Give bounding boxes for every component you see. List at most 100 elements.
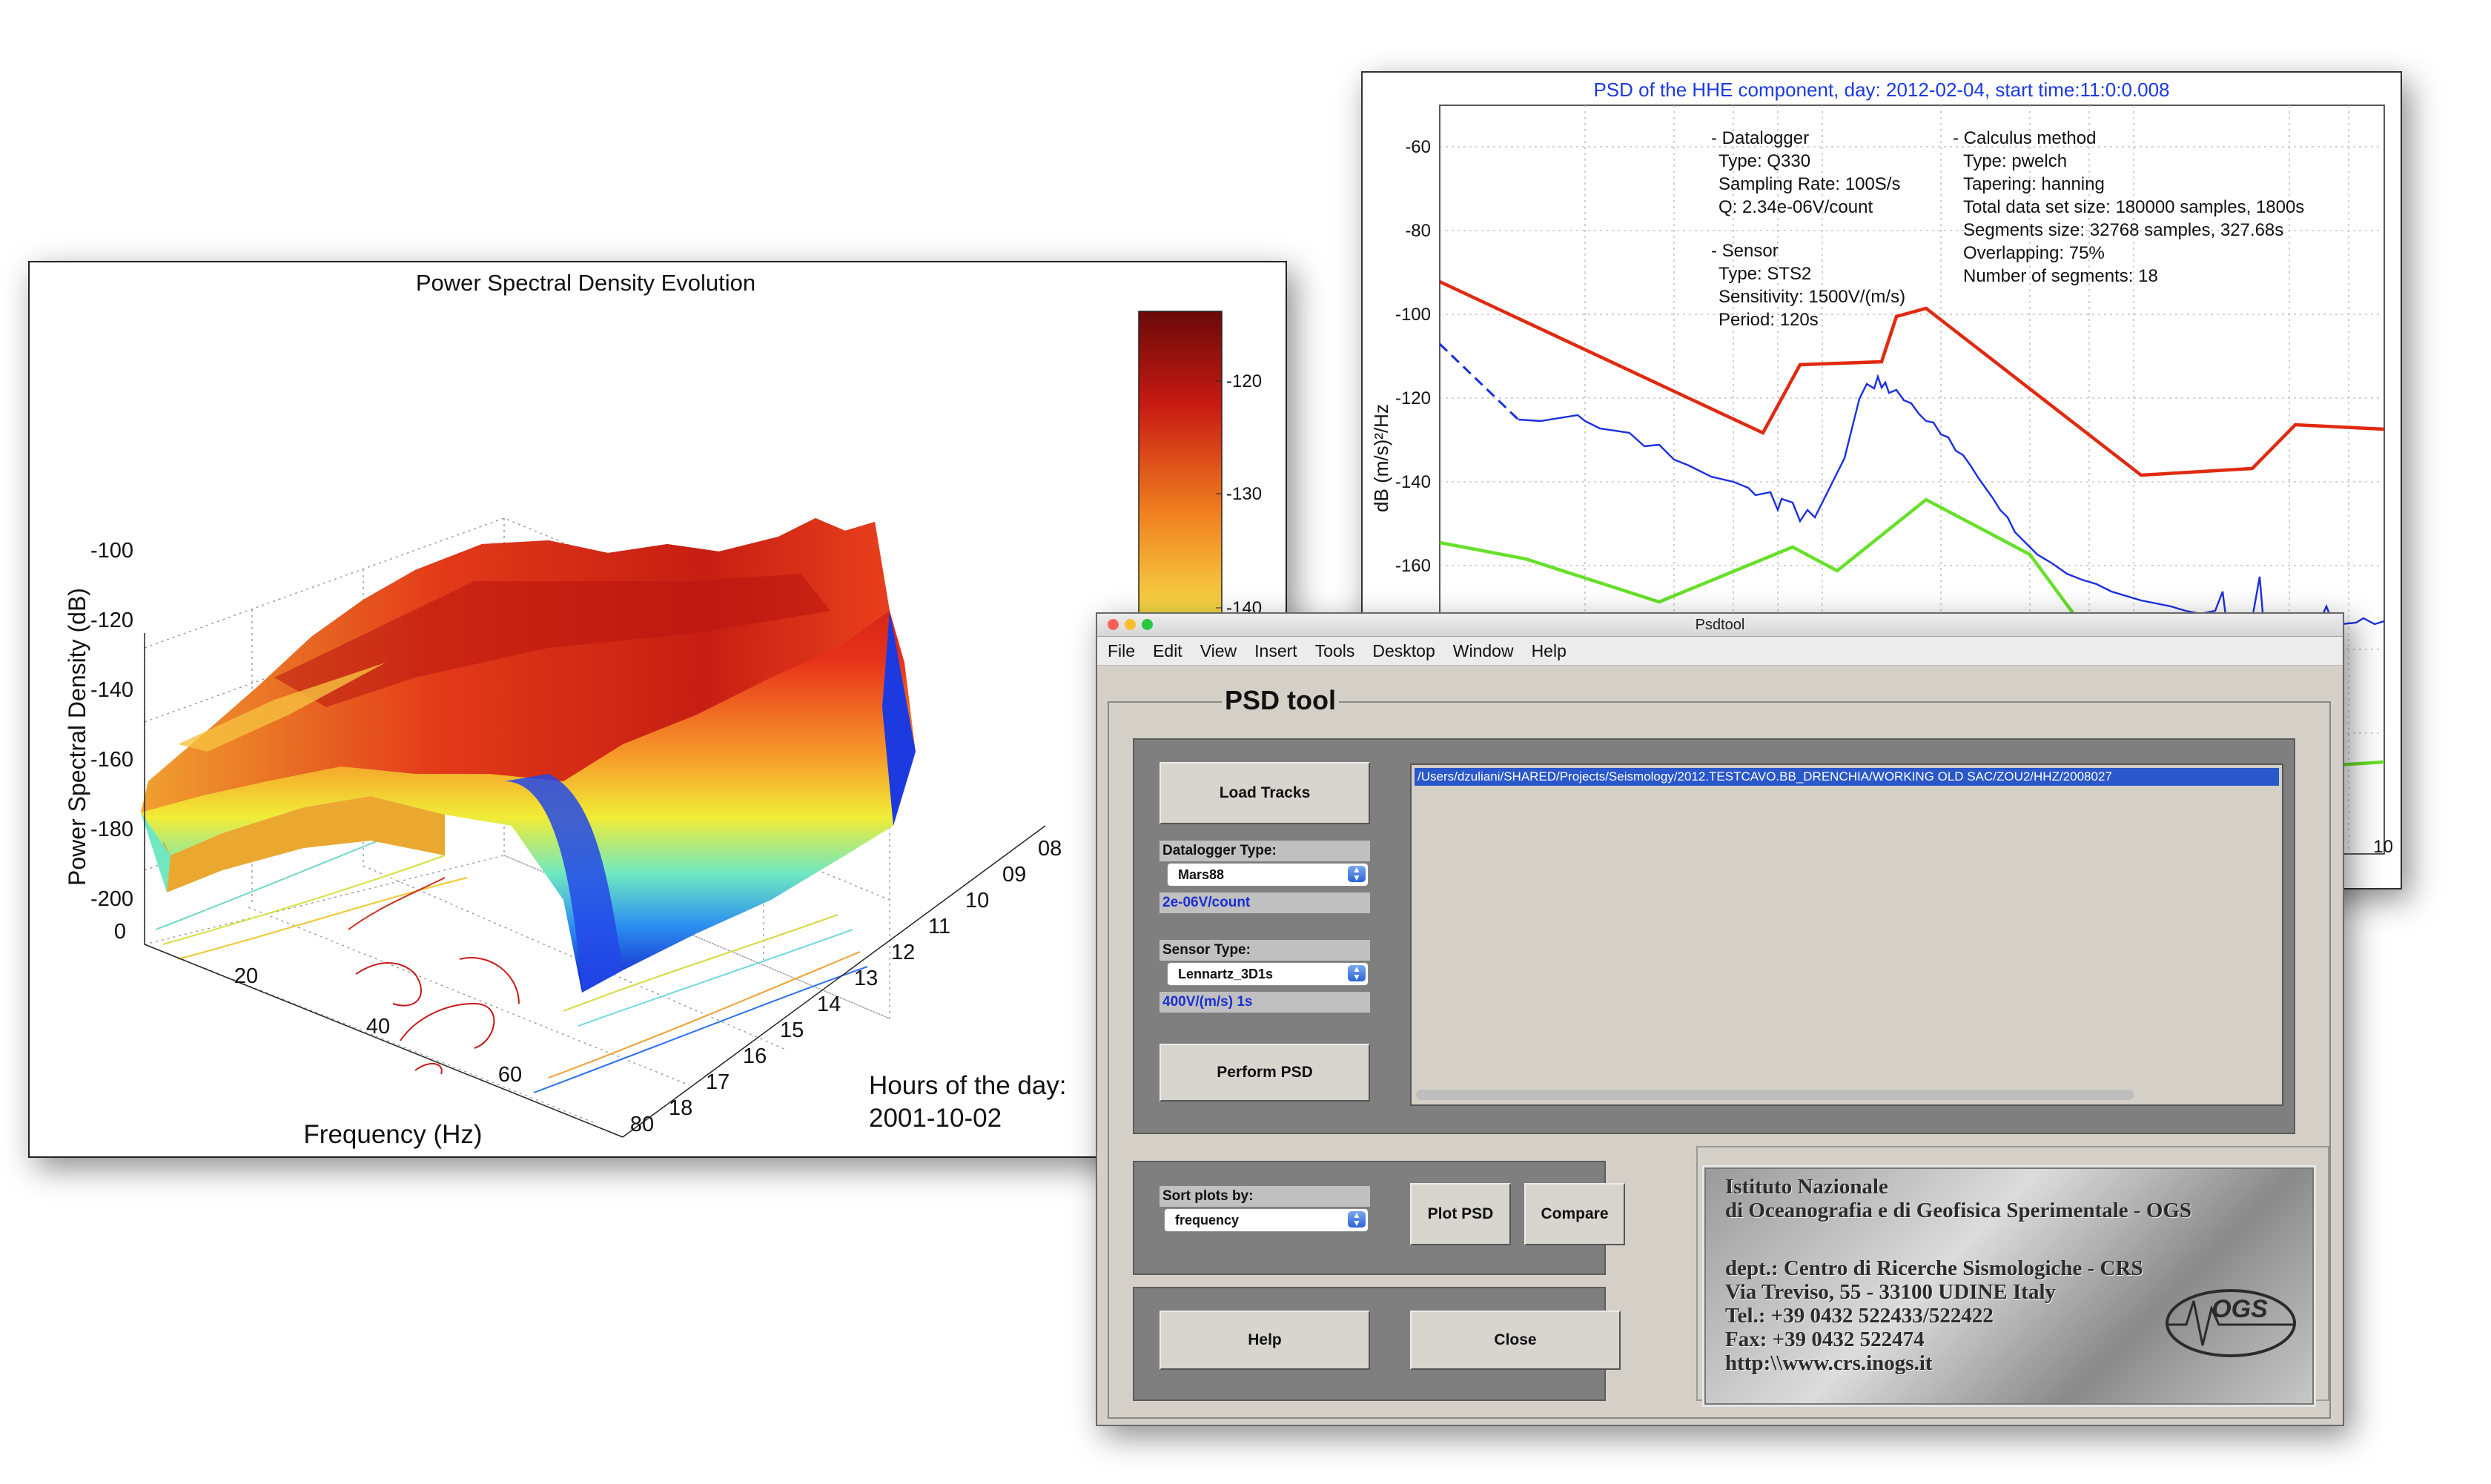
ogs-institute-logo: Istituto Nazionale di Oceanografia e di … — [1702, 1165, 2316, 1407]
menu-help[interactable]: Help — [1531, 640, 1567, 660]
hour-tick: 16 — [743, 1044, 767, 1068]
psd-title: PSD of the HHE component, day: 2012-02-0… — [1593, 79, 2169, 101]
annotation-line: - Sensor — [1711, 241, 1779, 261]
psd-evolution-surface-plot: Power Spectral Density Evolution — [64, 270, 1262, 1149]
annotation-line: Total data set size: 180000 samples, 180… — [1963, 197, 2304, 217]
hour-tick: 13 — [854, 967, 878, 990]
logo-line: http:\\www.crs.inogs.it — [1725, 1351, 1933, 1375]
freq-tick: 20 — [234, 964, 258, 988]
actions-panel: Help Close — [1133, 1287, 1621, 1401]
colorbar — [1138, 311, 1223, 623]
datalogger-type-value: Mars88 — [1178, 867, 1225, 882]
tracks-panel: Load Tracks Datalogger Type: Mars88 ▲ ▼ 2… — [1133, 738, 2295, 1134]
freq-tick: 0 — [114, 920, 126, 944]
psd-x-tick: 10 — [2373, 837, 2393, 857]
colorbar-tick: -120 — [1226, 371, 1262, 391]
psd-evolution-figure: Power Spectral Density Evolution — [28, 261, 1287, 1158]
colorbar-ticks: -120 -130 -140 — [1216, 371, 1262, 618]
psd-annotation-datalogger: - Datalogger Type: Q330 Sampling Rate: 1… — [1711, 128, 1900, 217]
annotation-line: Sampling Rate: 100S/s — [1718, 174, 1900, 194]
logo-line: Istituto Nazionale — [1725, 1175, 1888, 1199]
help-button[interactable]: Help — [1160, 1311, 1370, 1370]
menu-desktop[interactable]: Desktop — [1372, 640, 1435, 660]
colorbar-tick: -130 — [1226, 484, 1262, 504]
zoom-window-dot[interactable] — [1142, 619, 1153, 630]
annotation-line: Type: Q330 — [1718, 151, 1810, 171]
surface-floor-contours — [155, 825, 868, 1093]
psd-surface — [141, 518, 916, 993]
psd-tool-frame-title: PSD tool — [1222, 685, 1339, 716]
logo-line: di Oceanografia e di Geofisica Speriment… — [1725, 1199, 2192, 1222]
hour-tick: 11 — [928, 915, 950, 938]
surface-freq-ticks: 0 20 40 60 80 — [114, 920, 654, 1136]
psd-y-tick: -140 — [1395, 472, 1431, 492]
psd-annotation-calculus: - Calculus method Type: pwelch Tapering:… — [1953, 128, 2304, 286]
hour-tick: 15 — [780, 1018, 804, 1042]
psd-y-ticks: -60 -80 -100 -120 -140 -160 — [1395, 137, 1431, 576]
sort-plots-label: Sort plots by: — [1160, 1186, 1370, 1207]
logo-line: Tel.: +39 0432 522433/522422 — [1725, 1304, 1994, 1328]
annotation-line: Type: pwelch — [1963, 151, 2067, 171]
hour-tick: 08 — [1038, 837, 1062, 861]
sort-plots-select[interactable]: frequency ▲ ▼ — [1164, 1208, 1369, 1232]
psd-y-tick: -100 — [1395, 305, 1431, 325]
z-tick: -200 — [90, 887, 133, 911]
annotation-line: Sensitivity: 1500V/(m/s) — [1718, 287, 1905, 307]
hour-tick: 12 — [891, 941, 915, 964]
chevron-updown-icon: ▲ ▼ — [1348, 964, 1366, 981]
psdtool-titlebar: Psdtool — [1097, 614, 2343, 637]
hour-tick: 10 — [965, 889, 989, 912]
psd-y-tick: -120 — [1395, 388, 1431, 408]
psd-y-tick: -60 — [1405, 137, 1431, 157]
hour-tick: 18 — [669, 1096, 692, 1120]
minimize-window-dot[interactable] — [1125, 619, 1136, 630]
tracks-listbox[interactable]: /Users/dzuliani/SHARED/Projects/Seismolo… — [1410, 763, 2283, 1106]
chevron-updown-icon: ▲ ▼ — [1348, 1210, 1366, 1228]
hour-tick: 09 — [1002, 863, 1026, 887]
psdtool-window: Psdtool File Edit View Insert Tools Desk… — [1096, 612, 2344, 1426]
close-window-dot[interactable] — [1108, 619, 1119, 630]
surface-title: Power Spectral Density Evolution — [416, 270, 755, 296]
z-tick: -180 — [90, 818, 133, 841]
date-label: 2001-10-02 — [869, 1104, 1002, 1133]
compare-button[interactable]: Compare — [1524, 1183, 1625, 1245]
psd-y-tick: -80 — [1405, 221, 1431, 241]
z-tick: -100 — [90, 539, 133, 563]
z-tick: -120 — [90, 609, 133, 632]
freq-tick: 80 — [630, 1113, 654, 1136]
menu-insert[interactable]: Insert — [1254, 640, 1297, 660]
surface-hour-ticks: 08 09 10 11 12 13 14 15 16 17 18 — [669, 837, 1062, 1120]
perform-psd-button[interactable]: Perform PSD — [1160, 1044, 1370, 1102]
psd-curve-dashed — [1438, 342, 1520, 421]
sort-plots-value: frequency — [1175, 1213, 1240, 1228]
annotation-line: Number of segments: 18 — [1963, 266, 2158, 286]
listbox-horizontal-scrollbar[interactable] — [1416, 1090, 2134, 1100]
menu-view[interactable]: View — [1200, 640, 1237, 660]
logo-line: dept.: Centro di Ricerche Sismologiche -… — [1725, 1256, 2143, 1280]
menu-tools[interactable]: Tools — [1314, 640, 1355, 660]
psd-y-tick: -160 — [1395, 556, 1431, 576]
annotation-line: Tapering: hanning — [1963, 174, 2105, 194]
datalogger-q-value: 2e-06V/count — [1160, 892, 1370, 913]
load-tracks-button[interactable]: Load Tracks — [1160, 762, 1370, 824]
menu-edit[interactable]: Edit — [1153, 640, 1182, 660]
menu-window[interactable]: Window — [1452, 640, 1514, 660]
surface-x-label: Frequency (Hz) — [303, 1120, 482, 1149]
freq-tick: 40 — [366, 1015, 390, 1039]
z-tick: -160 — [90, 748, 133, 772]
ogs-badge-icon: OGS — [2166, 1289, 2296, 1357]
surface-axes — [144, 633, 1046, 1138]
sensor-type-value: Lennartz_3D1s — [1178, 967, 1274, 981]
annotation-line: Type: STS2 — [1718, 264, 1811, 284]
close-button[interactable]: Close — [1410, 1311, 1621, 1370]
datalogger-type-select[interactable]: Mars88 ▲ ▼ — [1167, 863, 1369, 887]
sensor-type-select[interactable]: Lennartz_3D1s ▲ ▼ — [1167, 962, 1369, 986]
menu-file[interactable]: File — [1108, 640, 1136, 660]
psd-curve — [1518, 374, 2385, 627]
psd-y-label: dB (m/s)²/Hz — [1370, 404, 1392, 512]
hour-tick: 17 — [706, 1070, 730, 1094]
ogs-badge-text: OGS — [2212, 1295, 2268, 1323]
selected-track-path[interactable]: /Users/dzuliani/SHARED/Projects/Seismolo… — [1415, 768, 2279, 786]
plot-psd-button[interactable]: Plot PSD — [1410, 1183, 1511, 1245]
plot-options-panel: Sort plots by: frequency ▲ ▼ Plot PSD Com… — [1133, 1161, 1625, 1275]
